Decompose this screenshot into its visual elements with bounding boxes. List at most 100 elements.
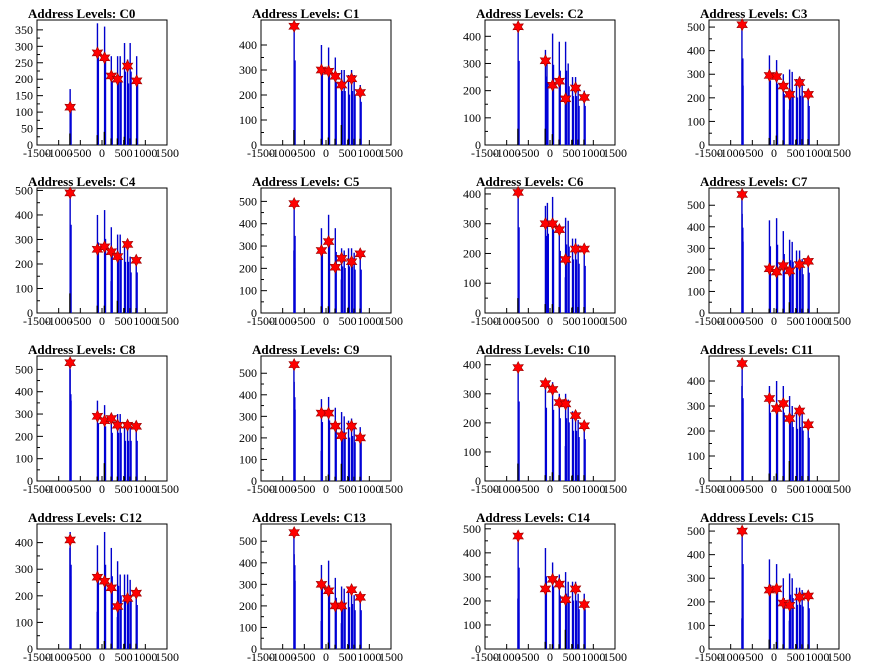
x-tick-label: 500: [563, 314, 581, 328]
x-tick-label: 1500: [827, 314, 851, 328]
y-tick-label: 200: [15, 257, 33, 271]
x-tick-label: -1000: [493, 146, 521, 160]
x-tick-label: -1000: [493, 650, 521, 664]
y-tick-label: 150: [15, 89, 33, 103]
peak-marker: [553, 74, 566, 88]
peak-marker: [770, 582, 783, 596]
x-tick-label: 1000: [805, 314, 829, 328]
peak-marker: [539, 582, 552, 596]
peak-marker: [329, 69, 342, 83]
y-tick-label: 100: [239, 113, 257, 127]
peak-marker: [802, 87, 815, 101]
x-tick-label: -500: [293, 146, 315, 160]
x-tick-label: 1000: [357, 314, 381, 328]
y-tick-label: 0: [27, 306, 33, 320]
chart-title: Address Levels: C14: [476, 510, 590, 525]
y-tick-label: 400: [239, 556, 257, 570]
x-tick-label: 500: [339, 314, 357, 328]
x-tick-label: 0: [771, 146, 777, 160]
x-tick-label: 0: [771, 482, 777, 496]
x-tick-label: -500: [741, 650, 763, 664]
y-tick-label: 300: [687, 571, 705, 585]
x-tick-label: 0: [771, 650, 777, 664]
peak-marker: [777, 596, 790, 610]
peak-marker: [736, 18, 748, 32]
y-tick-label: 0: [475, 474, 481, 488]
x-tick-label: 1500: [603, 650, 627, 664]
x-tick-label: 1000: [805, 146, 829, 160]
chart-title: Address Levels: C13: [252, 510, 366, 525]
x-tick-label: 1000: [357, 482, 381, 496]
x-tick-label: -1000: [717, 482, 745, 496]
y-tick-label: 250: [15, 56, 33, 70]
y-tick-label: 400: [15, 208, 33, 222]
x-tick-label: 1500: [155, 482, 179, 496]
x-tick-label: 1500: [155, 314, 179, 328]
peak-marker: [105, 411, 118, 426]
x-tick-label: -1500: [247, 650, 275, 664]
peak-marker: [736, 187, 748, 202]
y-tick-label: 500: [687, 524, 705, 538]
y-tick-label: 300: [15, 232, 33, 246]
x-tick-label: -500: [69, 650, 91, 664]
y-tick-label: 300: [463, 570, 481, 584]
x-tick-label: 0: [547, 146, 553, 160]
peak-marker: [91, 570, 104, 584]
y-tick-label: 500: [239, 194, 257, 208]
peak-marker: [783, 87, 796, 101]
y-tick-label: 200: [239, 431, 257, 445]
peak-marker: [777, 258, 790, 273]
x-tick-label: 1500: [379, 314, 403, 328]
histogram-panel: 0 100 200 300 400 -1500 -1000 -500 0 500 1000 1500 A…: [224, 0, 448, 168]
x-tick-label: 500: [787, 314, 805, 328]
peak-marker: [111, 249, 124, 264]
plot-frame: [36, 19, 168, 146]
histogram-panel: 0 100 200 300 400 500 -1500 -1000 -500 0 500 1000 15…: [672, 0, 896, 168]
peak-marker: [546, 382, 559, 397]
peak-marker: [98, 240, 111, 254]
peak-marker: [315, 63, 328, 77]
x-tick-label: 1500: [379, 482, 403, 496]
peak-marker: [539, 376, 552, 391]
x-tick-label: -500: [741, 314, 763, 328]
y-tick-label: 0: [699, 642, 705, 656]
peak-marker: [105, 245, 118, 259]
chart-title: Address Levels: C15: [700, 510, 814, 525]
y-tick-label: 100: [15, 105, 33, 119]
histogram-panel: 0 100 200 300 400 500 -1500 -1000 -500 0 500 1000 15…: [0, 168, 224, 336]
y-tick-label: 300: [687, 241, 705, 255]
peak-marker: [763, 68, 776, 83]
x-tick-label: 1500: [603, 314, 627, 328]
peak-marker: [130, 419, 143, 433]
peak-marker: [783, 598, 796, 613]
peak-marker: [539, 54, 552, 68]
peak-marker: [105, 581, 118, 595]
y-tick-label: 300: [239, 409, 257, 423]
peak-marker: [130, 253, 143, 267]
histogram-panel: 0 100 200 300 400 -1500 -1000 -500 0 500 1000 1500 A…: [448, 0, 672, 168]
y-tick-label: 400: [15, 385, 33, 399]
x-tick-label: 500: [563, 650, 581, 664]
x-tick-label: -1500: [471, 314, 499, 328]
y-tick-label: 300: [687, 399, 705, 413]
y-tick-label: 200: [463, 416, 481, 430]
x-tick-label: -1000: [717, 650, 745, 664]
x-tick-label: 0: [771, 314, 777, 328]
peak-marker: [322, 234, 335, 249]
x-tick-label: 500: [115, 314, 133, 328]
x-tick-label: -1500: [471, 650, 499, 664]
chart-title: Address Levels: C5: [252, 174, 360, 189]
peak-marker: [315, 243, 328, 258]
plot-frame: [260, 355, 392, 482]
y-tick-label: 500: [463, 522, 481, 536]
plot-frame: [484, 187, 616, 314]
y-tick-label: 100: [687, 284, 705, 298]
x-tick-label: 500: [787, 650, 805, 664]
peak-marker: [553, 222, 566, 237]
x-tick-label: 500: [563, 146, 581, 160]
